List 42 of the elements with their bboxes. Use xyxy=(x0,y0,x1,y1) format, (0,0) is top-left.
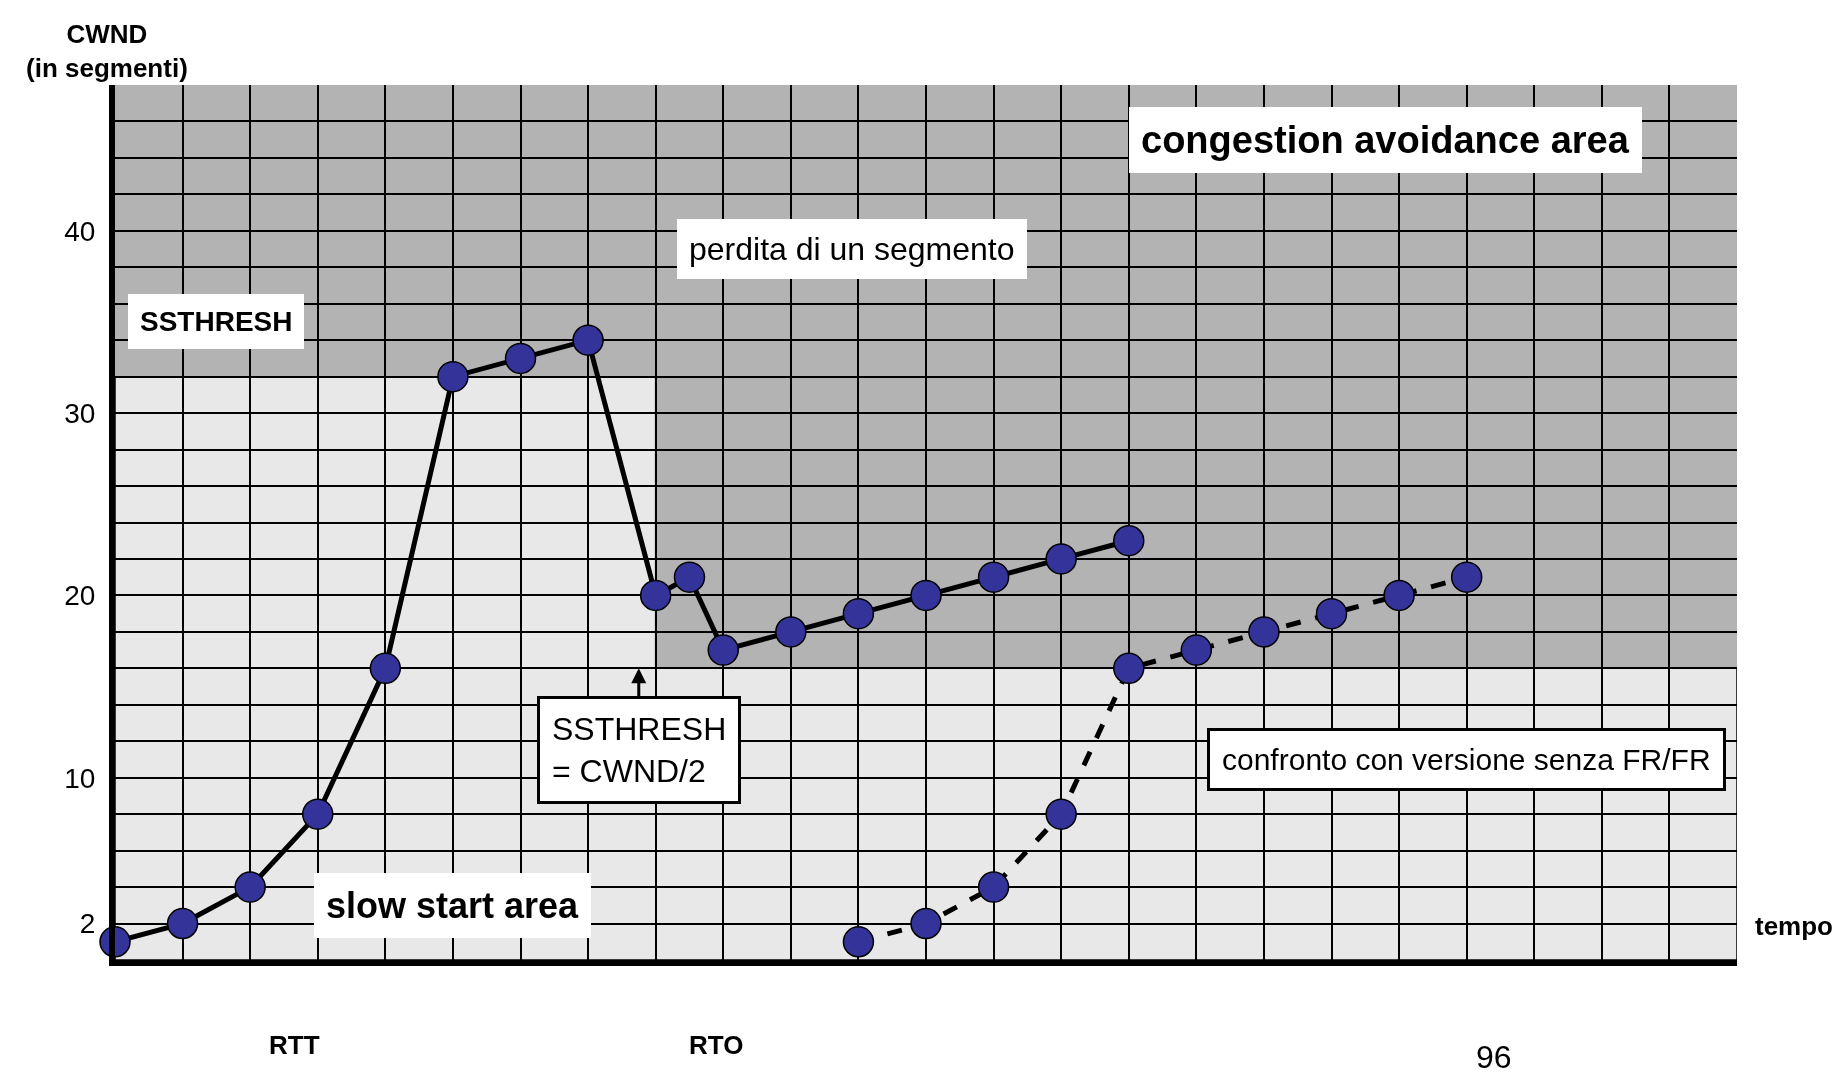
y-tick-label: 10 xyxy=(64,762,96,794)
x-axis-title: tempo xyxy=(1755,911,1833,941)
point xyxy=(166,907,199,940)
point xyxy=(369,652,402,685)
text: RTT xyxy=(269,1030,320,1060)
point xyxy=(910,907,942,940)
y-tick-label: 20 xyxy=(64,580,96,612)
point xyxy=(1248,616,1280,648)
y-axis-title: CWND (in segmenti) xyxy=(26,19,188,83)
point xyxy=(1113,652,1145,685)
point xyxy=(707,634,739,666)
point xyxy=(234,871,266,903)
point xyxy=(1113,524,1145,557)
point xyxy=(775,616,807,648)
point xyxy=(504,342,537,375)
text: RTO xyxy=(689,1030,744,1060)
annotation: slow start area xyxy=(326,885,580,926)
point xyxy=(1450,561,1483,593)
annotation: SSTHRESH xyxy=(140,306,293,337)
y-tick-label: 30 xyxy=(64,397,96,429)
text: 96 xyxy=(1476,1039,1512,1075)
point xyxy=(639,579,672,612)
point xyxy=(437,360,469,393)
point xyxy=(673,561,706,593)
point xyxy=(1045,543,1077,575)
point xyxy=(572,324,604,356)
y-tick-label: 40 xyxy=(64,215,96,247)
point xyxy=(977,871,1010,903)
y-tick-label: 2 xyxy=(79,908,96,940)
annotation: perdita di un segmento xyxy=(689,231,1015,267)
point xyxy=(1383,579,1415,612)
point xyxy=(1045,798,1077,830)
point xyxy=(1315,597,1348,630)
annotation: congestion avoidance area xyxy=(1141,119,1630,161)
point xyxy=(842,926,875,958)
point xyxy=(842,597,875,630)
annotation: SSTHRESH = CWND/2 xyxy=(552,711,727,789)
annotation: confronto con versione senza FR/FR xyxy=(1222,743,1711,776)
point xyxy=(302,798,334,830)
point xyxy=(977,561,1010,593)
point xyxy=(910,579,942,612)
point xyxy=(1180,634,1213,666)
